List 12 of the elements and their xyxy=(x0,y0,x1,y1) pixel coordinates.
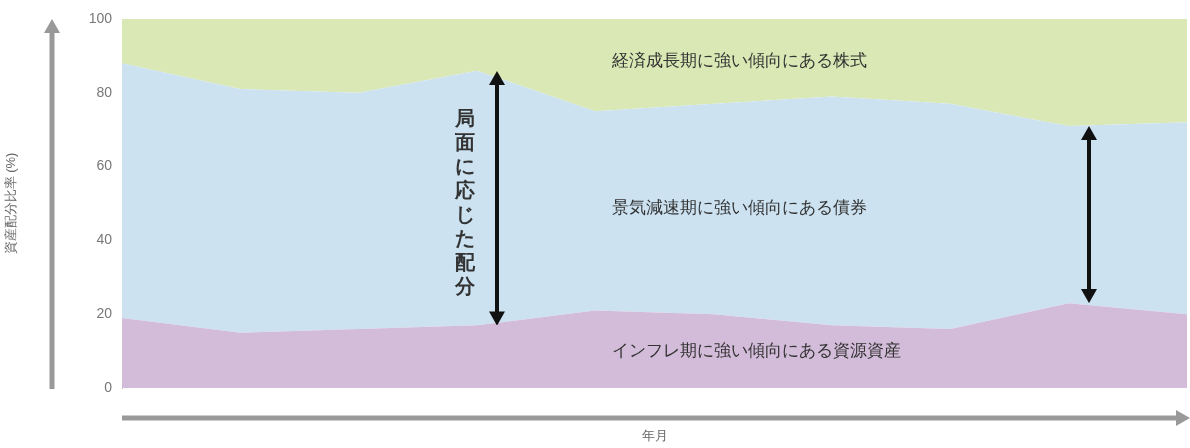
series-label: 経済成長期に強い傾向にある株式 xyxy=(610,49,867,70)
annotation: 局面に応じた配分 xyxy=(454,105,476,298)
series-label: インフレ期に強い傾向にある資源資産 xyxy=(611,339,901,360)
y-tick-label: 100 xyxy=(88,9,113,26)
y-tick-label: 80 xyxy=(96,83,113,100)
series-label: 景気減速期に強い傾向にある債券 xyxy=(611,197,867,218)
y-tick-label: 0 xyxy=(104,378,113,395)
y-axis-title: 資産配分比率 (%) xyxy=(3,152,19,255)
y-tick-label: 60 xyxy=(96,157,113,174)
y-tick-label: 20 xyxy=(96,305,113,322)
y-tick-label: 40 xyxy=(96,231,113,248)
x-axis-title: 年月 xyxy=(641,427,668,443)
